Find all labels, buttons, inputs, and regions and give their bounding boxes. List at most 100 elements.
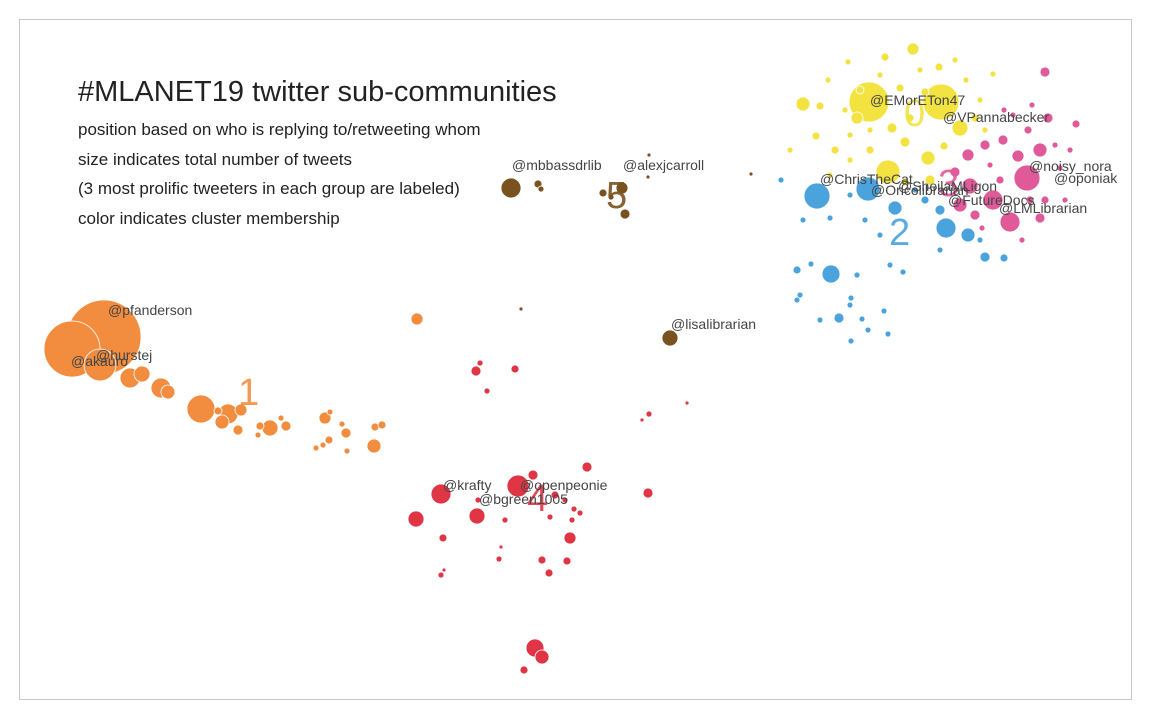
- node-cluster-0: [846, 131, 854, 139]
- node-cluster-5: [619, 208, 631, 220]
- node-cluster-2: [884, 330, 892, 338]
- node-cluster-0: [981, 126, 989, 134]
- subtitle-line-4: color indicates cluster membership: [78, 209, 340, 228]
- node-cluster-2: [861, 216, 869, 224]
- plot-frame: [19, 19, 1132, 700]
- handle-label: @krafty: [443, 477, 491, 493]
- handle-label: @VPannabecker: [943, 109, 1049, 125]
- node-cluster-2: [887, 200, 903, 216]
- node-cluster-1: [186, 394, 216, 424]
- node-cluster-2: [999, 253, 1009, 263]
- node-cluster-0: [920, 150, 936, 166]
- node-cluster-3: [952, 197, 968, 213]
- node-cluster-1: [261, 419, 279, 437]
- node-cluster-0: [876, 71, 884, 79]
- node-cluster-4: [468, 507, 486, 525]
- node-cluster-1: [343, 447, 351, 455]
- node-cluster-3: [999, 211, 1021, 233]
- node-cluster-0: [886, 122, 898, 134]
- node-cluster-3: [969, 209, 981, 221]
- node-cluster-1: [280, 420, 292, 432]
- node-cluster-3: [1056, 164, 1064, 172]
- node-cluster-3: [1034, 212, 1046, 224]
- node-cluster-3: [949, 166, 961, 178]
- node-cluster-0: [824, 76, 832, 84]
- node-cluster-0: [939, 141, 949, 151]
- node-cluster-2: [821, 264, 841, 284]
- handle-label: @lisalibrarian: [671, 316, 756, 332]
- node-cluster-4: [562, 556, 572, 566]
- node-cluster-3: [1013, 164, 1041, 192]
- node-cluster-2: [899, 268, 907, 276]
- node-cluster-3: [961, 148, 975, 162]
- node-cluster-3: [995, 175, 1005, 185]
- node-cluster-5: [537, 185, 545, 193]
- node-cluster-5: [518, 306, 524, 312]
- node-cluster-2: [976, 236, 984, 244]
- node-cluster-0: [905, 113, 915, 123]
- node-cluster-4: [441, 567, 447, 573]
- node-cluster-2: [846, 301, 854, 309]
- node-cluster-0: [866, 126, 874, 134]
- node-cluster-2: [934, 204, 946, 216]
- node-cluster-3: [1011, 149, 1025, 163]
- handle-label: @bgreen1005: [479, 491, 568, 507]
- node-cluster-3: [1009, 111, 1017, 119]
- subtitle-line-3: (3 most prolific tweeters in each group …: [78, 179, 460, 198]
- handle-label: @LMLibrarian: [999, 200, 1087, 216]
- node-cluster-4: [470, 365, 482, 377]
- handle-label: @EMorETon47: [870, 92, 965, 108]
- node-cluster-0: [811, 131, 821, 141]
- node-cluster-3: [1025, 195, 1035, 205]
- node-cluster-0: [970, 113, 980, 123]
- node-cluster-0: [916, 66, 924, 74]
- node-cluster-4: [407, 510, 425, 528]
- node-cluster-2: [793, 296, 801, 304]
- node-cluster-4: [498, 544, 504, 550]
- node-cluster-2: [847, 294, 855, 302]
- node-cluster-0: [880, 52, 890, 62]
- node-cluster-3: [1028, 101, 1036, 109]
- node-cluster-2: [792, 265, 802, 275]
- node-cluster-0: [951, 56, 959, 64]
- handle-label: @noisy_nora: [1029, 158, 1112, 174]
- node-cluster-3: [997, 134, 1009, 146]
- node-cluster-1: [410, 312, 424, 326]
- cluster-number-4: 4: [527, 478, 548, 520]
- node-cluster-0: [875, 159, 901, 185]
- node-cluster-1: [234, 403, 248, 417]
- node-cluster-2: [777, 176, 785, 184]
- node-cluster-2: [846, 191, 854, 199]
- node-cluster-2: [855, 176, 881, 202]
- node-cluster-5: [607, 193, 615, 201]
- node-cluster-0: [899, 136, 911, 148]
- node-cluster-3: [1051, 141, 1059, 149]
- node-cluster-3: [1040, 195, 1050, 205]
- node-cluster-1: [133, 365, 151, 383]
- node-cluster-0: [841, 106, 849, 114]
- node-cluster-0: [815, 101, 825, 111]
- node-cluster-3: [1000, 106, 1008, 114]
- node-cluster-4: [576, 509, 584, 517]
- subtitle-line-2: size indicates total number of tweets: [78, 150, 353, 169]
- node-cluster-4: [568, 516, 576, 524]
- node-cluster-2: [911, 186, 919, 194]
- node-cluster-2: [853, 271, 861, 279]
- node-cluster-1: [160, 384, 176, 400]
- node-cluster-0: [850, 111, 864, 125]
- node-cluster-2: [796, 291, 804, 299]
- handle-label: @SheilaMLigon: [898, 178, 997, 194]
- node-cluster-2: [826, 214, 834, 222]
- node-cluster-2: [847, 337, 855, 345]
- node-cluster-2: [833, 312, 845, 324]
- node-cluster-3: [1071, 119, 1081, 129]
- handle-label: @oponiak: [1054, 170, 1118, 186]
- handle-label: @akauro: [71, 353, 128, 369]
- node-cluster-0: [844, 58, 852, 66]
- node-layer: [43, 42, 1081, 675]
- node-cluster-3: [986, 161, 994, 169]
- node-cluster-1: [277, 414, 285, 422]
- handle-label: @mbbassdrlib: [512, 157, 602, 173]
- node-cluster-2: [936, 246, 944, 254]
